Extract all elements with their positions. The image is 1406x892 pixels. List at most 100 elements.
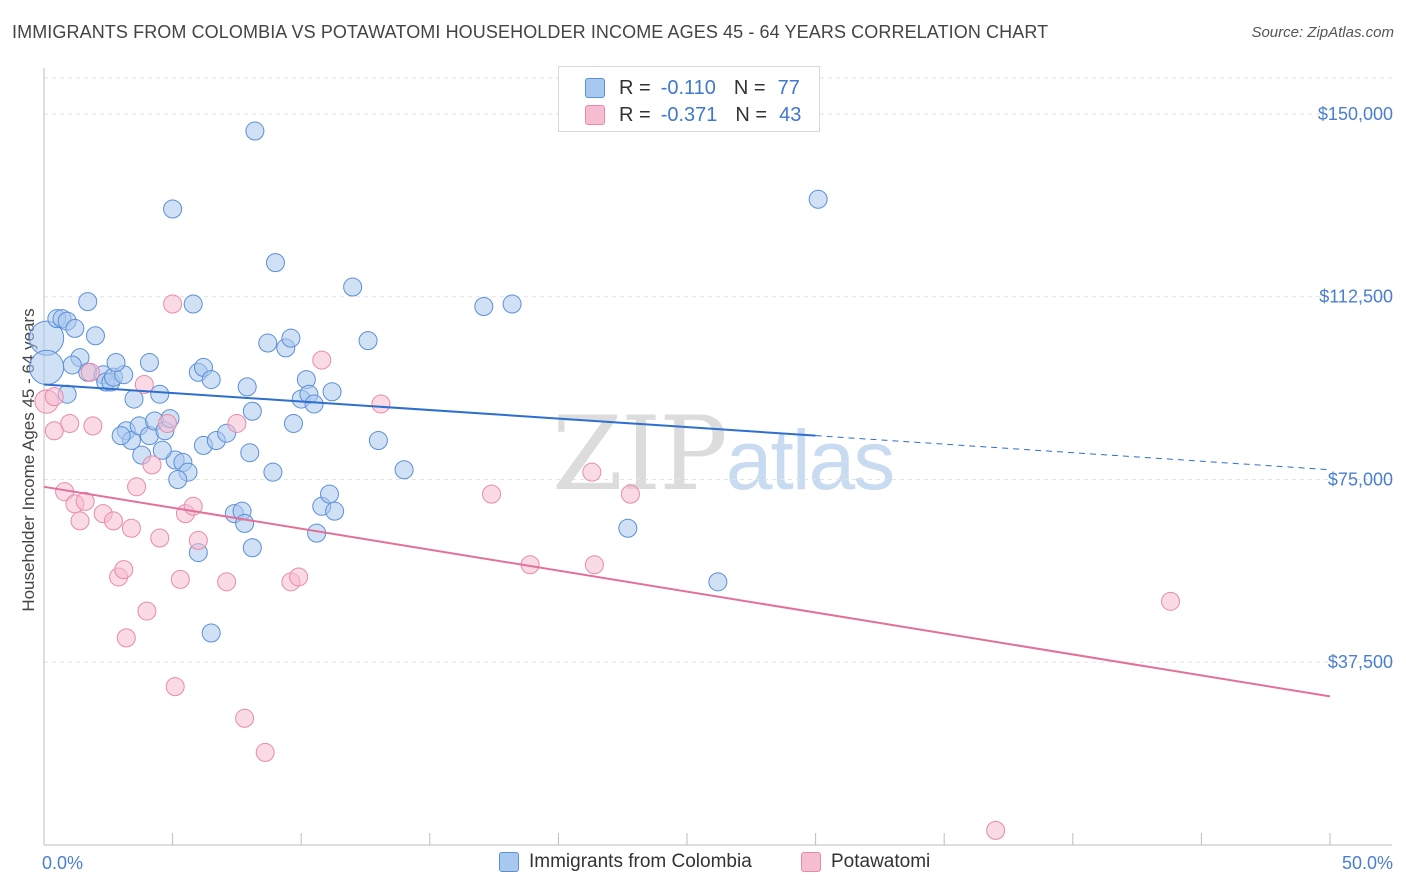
colombia-trend-extension [815, 435, 1331, 471]
x-tick-label: 0.0% [42, 853, 83, 873]
potawatomi-point [75, 491, 95, 511]
potawatomi-point [137, 601, 157, 621]
colombia-point [283, 413, 303, 433]
potawatomi-point [986, 820, 1006, 840]
legend-r-value-potawatomi: -0.371 [660, 103, 718, 126]
y-tick-label: $112,500 [1319, 287, 1393, 307]
potawatomi-point [121, 518, 141, 538]
colombia-point [168, 469, 188, 489]
colombia-point [242, 401, 262, 421]
y-tick-label: $37,500 [1328, 652, 1393, 672]
colombia-point [106, 353, 126, 373]
potawatomi-point [165, 677, 185, 697]
colombia-point [325, 501, 345, 521]
potawatomi-point [44, 421, 64, 441]
potawatomi-point [127, 477, 147, 497]
y-tick-label: $75,000 [1328, 469, 1393, 489]
potawatomi-point [44, 387, 64, 407]
colombia-point [263, 462, 283, 482]
bottom-legend-label-colombia: Immigrants from Colombia [529, 851, 752, 872]
y-axis-label: Householder Income Ages 45 - 64 years [19, 308, 38, 611]
colombia-point [235, 513, 255, 533]
colombia-point [237, 377, 257, 397]
potawatomi-point [584, 555, 604, 575]
colombia-point [322, 382, 342, 402]
colombia-point [394, 460, 414, 480]
potawatomi-point [170, 569, 190, 589]
potawatomi-point [235, 708, 255, 728]
potawatomi-trend-line [43, 485, 1331, 698]
watermark-atlas: atlas [725, 413, 895, 507]
legend-row-colombia: R = -0.110 N = 77 [585, 74, 800, 102]
legend-n-value-potawatomi: 43 [779, 103, 802, 126]
colombia-point [258, 333, 278, 353]
potawatomi-point [60, 413, 80, 433]
bottom-legend-swatch-colombia [499, 852, 519, 872]
potawatomi-point [114, 560, 134, 580]
colombia-point [343, 277, 363, 297]
colombia-point [618, 518, 638, 538]
legend-swatch-potawatomi [585, 105, 605, 125]
colombia-point [152, 440, 172, 460]
legend-row-potawatomi: R = -0.371 N = 43 [585, 101, 801, 129]
y-tick-label: $150,000 [1318, 104, 1393, 124]
potawatomi-point [83, 416, 103, 436]
chart-title: IMMIGRANTS FROM COLOMBIA VS POTAWATOMI H… [12, 22, 1049, 42]
potawatomi-point [255, 742, 275, 762]
bottom-legend-label-potawatomi: Potawatomi [831, 851, 931, 872]
colombia-point [502, 294, 522, 314]
colombia-point [242, 538, 262, 558]
colombia-point [240, 443, 260, 463]
colombia-point [78, 292, 98, 312]
colombia-point [319, 484, 339, 504]
potawatomi-point [482, 484, 502, 504]
potawatomi-point [163, 294, 183, 314]
legend-swatch-colombia [585, 78, 605, 98]
x-tick-label: 50.0% [1342, 853, 1393, 873]
potawatomi-point [1161, 591, 1181, 611]
colombia-trend-line [43, 383, 816, 437]
colombia-point [85, 326, 105, 346]
bottom-legend-colombia: Immigrants from Colombia [499, 851, 752, 873]
colombia-point [183, 294, 203, 314]
legend-n-label: N = [733, 76, 766, 99]
potawatomi-point [70, 511, 90, 531]
source-label: Source: ZipAtlas.com [1251, 24, 1394, 41]
potawatomi-point [289, 567, 309, 587]
colombia-point [28, 349, 65, 386]
colombia-point [358, 331, 378, 351]
legend-r-value-colombia: -0.110 [660, 76, 716, 99]
potawatomi-point [217, 572, 237, 592]
potawatomi-point [134, 374, 154, 394]
colombia-point [245, 121, 265, 141]
colombia-point [201, 370, 221, 390]
potawatomi-point [188, 530, 208, 550]
legend-n-value-colombia: 77 [777, 76, 800, 99]
potawatomi-point [80, 362, 100, 382]
colombia-point [163, 199, 183, 219]
colombia-point [368, 431, 388, 451]
colombia-point [265, 253, 285, 273]
potawatomi-point [312, 350, 332, 370]
legend-r-label: R = [619, 76, 651, 99]
colombia-point [808, 189, 828, 209]
colombia-point [150, 384, 170, 404]
bottom-legend-potawatomi: Potawatomi [801, 851, 930, 873]
potawatomi-point [150, 528, 170, 548]
potawatomi-point [116, 628, 136, 648]
colombia-point [62, 355, 82, 375]
legend-n-label: N = [735, 103, 768, 126]
colombia-point [474, 296, 494, 316]
potawatomi-point [227, 413, 247, 433]
colombia-point [139, 353, 159, 373]
potawatomi-point [103, 511, 123, 531]
potawatomi-point [371, 394, 391, 414]
potawatomi-point [157, 413, 177, 433]
colombia-point [65, 318, 85, 338]
colombia-point [708, 572, 728, 592]
colombia-point [111, 426, 131, 446]
colombia-point [304, 394, 324, 414]
colombia-point [201, 623, 221, 643]
potawatomi-point [142, 455, 162, 475]
